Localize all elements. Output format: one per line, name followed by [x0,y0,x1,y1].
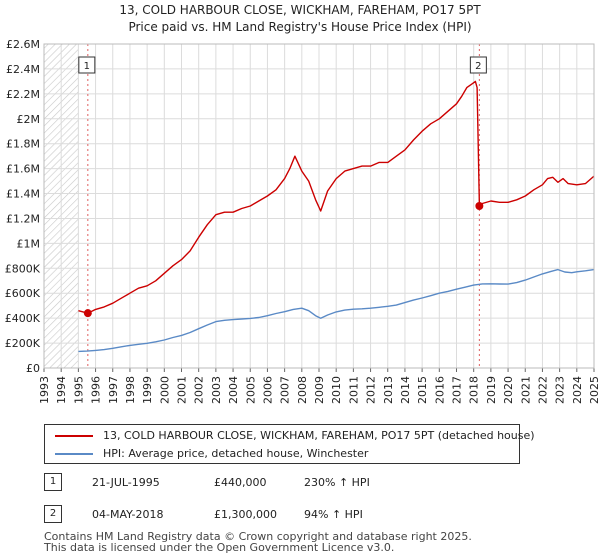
sale-price: £1,300,000 [214,508,277,521]
x-tick-label: 1999 [141,376,154,404]
y-tick-label: £400K [5,312,41,325]
y-tick-label: £2.4M [6,63,40,76]
y-tick-label: £1.4M [6,188,40,201]
axes: £0 £200K £400K £600K £800K £1M £1.2M £1.4M £1.6M… [5,38,600,404]
grid [43,43,595,369]
x-tick-label: 2025 [588,376,600,404]
x-tick-label: 2007 [279,376,292,404]
sale-point [475,202,484,210]
y-tick-label: £200K [5,337,41,350]
y-tick-label: £0 [26,362,40,375]
x-tick-label: 2012 [365,376,378,404]
footer: Contains HM Land Registry data © Crown c… [44,531,472,553]
legend: 13, COLD HARBOUR CLOSE, WICKHAM, FAREHAM… [44,424,535,464]
y-tick-label: £800K [5,262,41,275]
legend-swatch-hpi [55,453,93,455]
legend-label-hpi: HPI: Average price, detached house, Winc… [103,447,369,460]
sale-label-number: 1 [84,61,90,72]
x-tick-label: 2008 [296,376,309,404]
sale-badge: 1 [44,473,62,491]
y-tick-label: £600K [5,287,41,300]
sale-date: 04-MAY-2018 [92,508,164,521]
sale-hpi-change: 94% ↑ HPI [304,508,363,521]
series-line [78,268,595,353]
y-tick-label: £2M [17,113,41,126]
x-tick-label: 2021 [519,376,532,404]
x-tick-label: 2000 [158,376,171,404]
series-line [78,80,595,314]
x-tick-label: 2018 [468,376,481,404]
legend-label-property: 13, COLD HARBOUR CLOSE, WICKHAM, FAREHAM… [103,429,535,442]
legend-swatch-property [55,435,93,437]
x-tick-label: 2011 [347,376,360,404]
sale-label-number: 2 [475,61,481,72]
x-tick-label: 1993 [38,376,51,404]
x-tick-label: 2014 [399,376,412,404]
x-tick-label: 2013 [382,376,395,404]
x-tick-label: 2003 [210,376,223,404]
x-tick-label: 2010 [330,376,343,404]
x-tick-label: 2005 [244,376,257,404]
x-tick-label: 1995 [72,376,85,404]
sale-price: £440,000 [214,476,267,489]
y-tick-label: £1.2M [6,212,40,225]
x-tick-label: 1997 [107,376,120,404]
price-chart: 13, COLD HARBOUR CLOSE, WICKHAM, FAREHAM… [5,3,600,404]
series-lines [78,80,595,353]
sale-date: 21-JUL-1995 [92,476,160,489]
x-tick-label: 2002 [193,376,206,404]
x-tick-label: 2023 [554,376,567,404]
x-tick-label: 2017 [451,376,464,404]
x-tick-label: 2016 [433,376,446,404]
plot-border [43,43,595,369]
sale-label-box [469,56,487,74]
y-tick-label: £1.6M [6,163,40,176]
x-tick-label: 2015 [416,376,429,404]
sale-points [83,202,484,318]
footer-copyright: Contains HM Land Registry data © Crown c… [44,530,472,543]
x-tick-label: 2009 [313,376,326,404]
x-tick-label: 2001 [176,376,189,404]
chart-title: 13, COLD HARBOUR CLOSE, WICKHAM, FAREHAM… [119,3,481,17]
y-tick-label: £1.8M [6,138,40,151]
x-tick-label: 2020 [502,376,515,404]
x-tick-label: 1998 [124,376,137,404]
x-tick-label: 1994 [55,376,68,404]
x-tick-label: 2019 [485,376,498,404]
x-tick-label: 2022 [536,376,549,404]
chart-subtitle: Price paid vs. HM Land Registry's House … [128,20,471,34]
footer-licence: This data is licensed under the Open Gov… [44,541,395,554]
x-tick-label: 2004 [227,376,240,404]
x-tick-label: 2006 [261,376,274,404]
y-tick-label: £2.6M [6,38,40,51]
x-tick-label: 1996 [90,376,103,404]
sale-label-box [78,56,96,74]
x-tick-label: 2024 [571,376,584,404]
sale-badge: 2 [44,505,62,523]
sale-hpi-change: 230% ↑ HPI [304,476,370,489]
y-tick-label: £1M [17,237,41,250]
y-tick-label: £2.2M [6,88,40,101]
sale-point [83,309,92,318]
